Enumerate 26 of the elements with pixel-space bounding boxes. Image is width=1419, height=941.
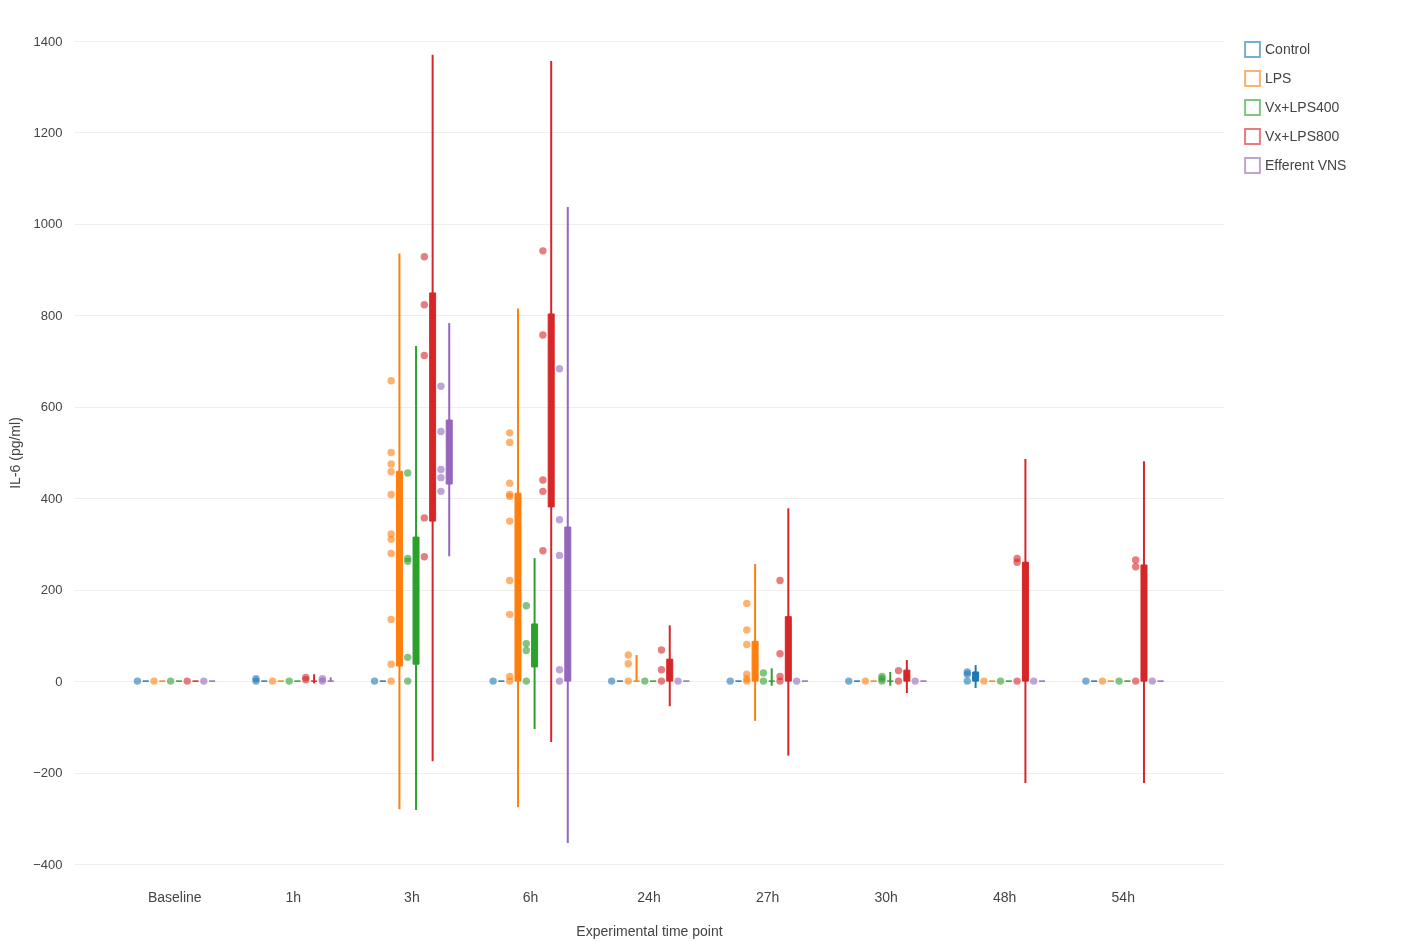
y-tick-label: 200 <box>40 582 63 598</box>
legend-label: Vx+LPS800 <box>1265 127 1340 144</box>
legend-label: Vx+LPS400 <box>1265 98 1340 115</box>
x-tick-label: 1h <box>285 888 302 905</box>
x-axis-title: Experimental time point <box>576 922 723 939</box>
y-axis-title: IL-6 (pg/ml) <box>7 417 24 489</box>
x-tick-label: 3h <box>404 888 420 905</box>
x-tick-label: Baseline <box>147 888 202 905</box>
x-tick-label: 48h <box>992 888 1017 905</box>
y-tick-label: −200 <box>33 765 63 781</box>
x-tick-label: 27h <box>755 888 780 905</box>
x-tick-label: 6h <box>522 888 539 905</box>
y-tick-label: 0 <box>55 673 63 689</box>
legend-label: LPS <box>1265 69 1292 86</box>
y-tick-label: 800 <box>40 307 63 323</box>
x-tick-label: 54h <box>1111 888 1135 905</box>
x-tick-label: 30h <box>874 888 898 905</box>
legend-label: Efferent VNS <box>1265 156 1347 173</box>
y-tick-label: 600 <box>40 399 63 415</box>
y-tick-label: 1400 <box>33 33 63 49</box>
y-tick-label: −400 <box>33 856 63 872</box>
y-tick-label: 1200 <box>33 124 63 140</box>
x-tick-label: 24h <box>637 888 661 905</box>
y-tick-label: 400 <box>40 490 63 506</box>
legend-label: Control <box>1265 40 1311 57</box>
y-tick-label: 1000 <box>33 216 63 232</box>
